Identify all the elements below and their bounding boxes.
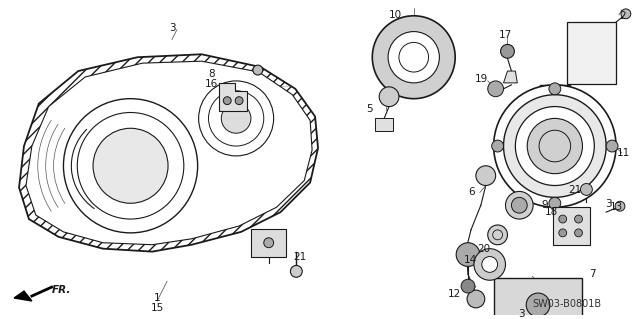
Circle shape <box>198 81 274 156</box>
Text: 3: 3 <box>518 309 525 319</box>
Text: 7: 7 <box>589 269 596 279</box>
Text: 2: 2 <box>620 11 627 21</box>
Text: 14: 14 <box>463 256 477 265</box>
Circle shape <box>235 97 243 105</box>
Circle shape <box>221 104 251 133</box>
Polygon shape <box>504 71 517 83</box>
Polygon shape <box>375 118 393 131</box>
Text: 10: 10 <box>388 10 401 20</box>
Circle shape <box>461 279 475 293</box>
Circle shape <box>456 243 480 266</box>
Circle shape <box>492 140 504 152</box>
Text: 16: 16 <box>205 79 218 89</box>
Text: FR.: FR. <box>52 285 71 295</box>
Text: 15: 15 <box>150 303 164 313</box>
Text: 3: 3 <box>605 199 611 209</box>
Text: 12: 12 <box>447 289 461 299</box>
Circle shape <box>253 65 263 75</box>
Circle shape <box>526 293 550 317</box>
Circle shape <box>527 118 582 174</box>
Text: 5: 5 <box>366 104 372 114</box>
Text: 18: 18 <box>545 207 559 217</box>
Circle shape <box>467 290 484 308</box>
Circle shape <box>291 265 302 277</box>
Circle shape <box>559 215 566 223</box>
Circle shape <box>474 249 506 280</box>
Circle shape <box>621 9 631 19</box>
Polygon shape <box>220 83 247 110</box>
Circle shape <box>580 183 593 195</box>
Polygon shape <box>493 278 582 319</box>
Circle shape <box>511 197 527 213</box>
Polygon shape <box>26 61 312 245</box>
Circle shape <box>488 81 504 97</box>
Circle shape <box>549 83 561 95</box>
Circle shape <box>223 97 231 105</box>
Text: 13: 13 <box>609 202 623 212</box>
Circle shape <box>93 128 168 203</box>
Circle shape <box>488 225 508 245</box>
Polygon shape <box>553 207 590 245</box>
Circle shape <box>476 166 495 186</box>
Circle shape <box>504 95 606 197</box>
Text: 20: 20 <box>477 244 490 254</box>
Text: 6: 6 <box>468 188 476 197</box>
Text: 17: 17 <box>499 30 512 40</box>
Polygon shape <box>566 22 616 84</box>
Polygon shape <box>14 291 32 301</box>
Circle shape <box>264 238 274 248</box>
Circle shape <box>559 229 566 237</box>
Circle shape <box>615 201 625 211</box>
Circle shape <box>575 229 582 237</box>
Text: 1: 1 <box>154 293 161 303</box>
Text: 21: 21 <box>568 185 581 196</box>
Circle shape <box>372 16 455 99</box>
Text: 9: 9 <box>541 200 548 210</box>
Circle shape <box>506 191 533 219</box>
Circle shape <box>63 99 198 233</box>
Circle shape <box>493 85 616 207</box>
Text: 19: 19 <box>476 74 488 84</box>
Text: 8: 8 <box>208 69 215 79</box>
Polygon shape <box>251 229 287 256</box>
Circle shape <box>606 140 618 152</box>
Text: 21: 21 <box>294 252 307 262</box>
Circle shape <box>575 215 582 223</box>
Circle shape <box>500 44 515 58</box>
Text: 11: 11 <box>618 148 630 158</box>
Circle shape <box>549 197 561 209</box>
Text: SW03-B0801B: SW03-B0801B <box>532 299 601 309</box>
Circle shape <box>515 107 595 186</box>
Circle shape <box>388 32 440 83</box>
Polygon shape <box>19 54 318 252</box>
Circle shape <box>482 256 498 272</box>
Circle shape <box>380 87 399 107</box>
Text: 3: 3 <box>169 23 175 33</box>
